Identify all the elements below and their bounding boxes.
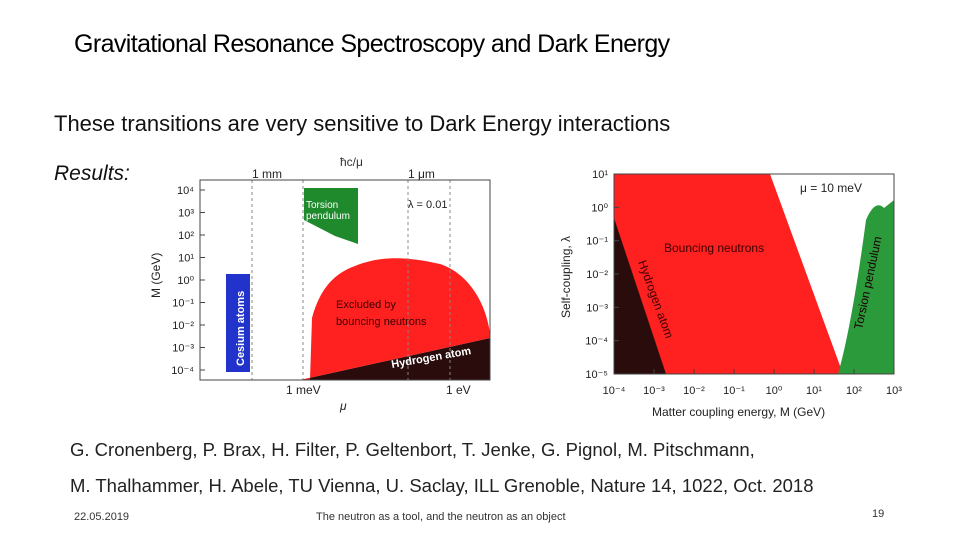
plot2-ytick-label: 10⁻⁵ [585,369,608,381]
plot2-yticks: 10¹ 10⁰ 10⁻¹ 10⁻² 10⁻³ 10⁻⁴ 10⁻⁵ [585,169,619,381]
citation-line-2: M. Thalhammer, H. Abele, TU Vienna, U. S… [70,475,814,496]
plot1-ytick-label: 10¹ [178,253,194,265]
citation-line-1: G. Cronenberg, P. Brax, H. Filter, P. Ge… [70,439,755,460]
footer-center-text: The neutron as a tool, and the neutron a… [316,511,566,523]
plot2-neutrons-label: Bouncing neutrons [664,241,764,255]
plot2-ylabel: Self-coupling, λ [559,236,573,318]
plot1-ytick-label: 10⁰ [177,275,194,287]
plot2-ytick-label: 10⁻⁴ [585,336,608,348]
plot2-xtick-label: 10¹ [806,385,822,397]
plot2-ytick-label: 10⁻² [586,269,608,281]
plot2-xtick-label: 10² [846,385,862,397]
plot1-ytick-label: 10⁻³ [172,343,194,355]
footer-page-number: 19 [872,508,885,520]
plot1-cesium-region [226,274,250,372]
plot2-xtick-label: 10⁻³ [643,385,665,397]
plot2-xtick-label: 10⁻² [683,385,705,397]
plot2-neutrons-region [614,174,843,374]
plot1-excluded-label-2: bouncing neutrons [336,316,427,328]
plot2-torsion-region [838,200,894,374]
plot-mass-vs-mu: 10⁴ 10³ 10² 10¹ 10⁰ 10⁻¹ 10⁻² 10⁻³ 10⁻⁴ ħc/μ 1 m… [149,155,491,413]
plot2-xtick-label: 10³ [886,385,902,397]
plot1-xtick-1ev: 1 eV [446,383,471,397]
plot1-ytick-label: 10⁻² [172,320,194,332]
footer-date: 22.05.2019 [74,511,130,523]
results-label: Results: [54,162,130,185]
plot2-xtick-label: 10⁻⁴ [603,385,626,397]
plot1-ytick-label: 10⁴ [177,185,194,197]
plot2-xtick-label: 10⁰ [766,385,783,397]
plot1-yticks: 10⁴ 10³ 10² 10¹ 10⁰ 10⁻¹ 10⁻² 10⁻³ 10⁻⁴ [171,185,205,377]
plot1-ylabel: M (GeV) [149,253,163,298]
plot2-mu-label: μ = 10 meV [800,181,862,195]
plot1-ytick-label: 10⁻⁴ [171,365,194,377]
plot2-ytick-label: 10¹ [592,169,608,181]
plot1-neutrons-region [300,258,490,380]
plot2-xlabel: Matter coupling energy, M (GeV) [652,405,825,419]
plot1-top-axis-label: ħc/μ [340,155,363,169]
plot1-torsion-label-2: pendulum [306,211,350,222]
plot1-ytick-label: 10³ [178,208,194,220]
plot1-excluded-label-1: Excluded by [336,299,396,311]
plot2-ytick-label: 10⁻³ [586,302,608,314]
plot1-torsion-region [304,188,358,244]
plot1-ytick-label: 10⁻¹ [172,298,194,310]
plot2-ytick-label: 10⁰ [591,202,608,214]
plot1-top-tick-1um: 1 μm [408,167,435,181]
plot2-xticks: 10⁻⁴ 10⁻³ 10⁻² 10⁻¹ 10⁰ 10¹ 10² 10³ [603,369,902,397]
plot1-torsion-label-1: Torsion [306,200,338,211]
plot2-ytick-label: 10⁻¹ [586,236,608,248]
plot1-xtick-1mev: 1 meV [286,383,321,397]
plot1-xlabel: μ [339,399,347,413]
plot1-top-tick-1mm: 1 mm [252,167,282,181]
slide-subtitle: These transitions are very sensitive to … [54,111,671,136]
plot2-hydrogen-region [614,218,666,374]
plot1-ytick-label: 10² [178,230,194,242]
plot1-cesium-label: Cesium atoms [235,291,247,366]
plot1-lambda-label: λ = 0.01 [408,199,447,211]
plot2-xtick-label: 10⁻¹ [723,385,745,397]
slide-title: Gravitational Resonance Spectroscopy and… [74,30,670,58]
